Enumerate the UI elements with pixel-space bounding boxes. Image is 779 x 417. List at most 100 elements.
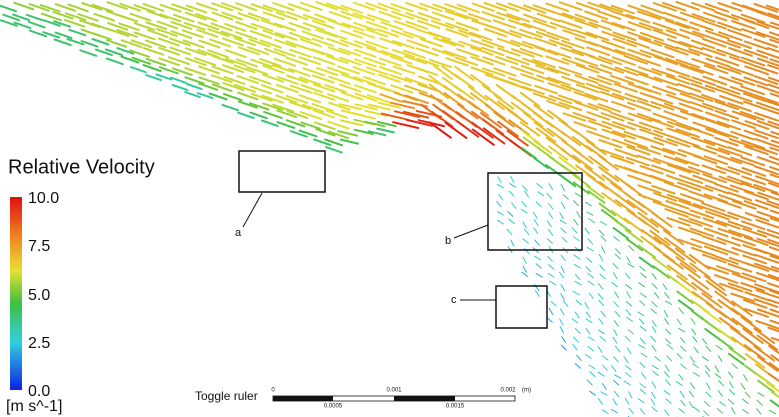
vector xyxy=(561,294,565,300)
leader-a xyxy=(243,193,262,227)
vector xyxy=(655,357,661,361)
vector xyxy=(666,380,671,385)
vector xyxy=(131,67,146,72)
vector xyxy=(715,366,718,372)
vector xyxy=(575,364,580,369)
vector xyxy=(546,165,560,175)
figure: Relative Velocity 10.0 7.5 5.0 2.5 0.0 [… xyxy=(0,0,779,417)
vector xyxy=(549,184,553,190)
vector xyxy=(624,357,628,363)
vector xyxy=(694,407,700,411)
vector xyxy=(561,202,564,208)
vector xyxy=(626,302,631,306)
vector xyxy=(615,254,620,259)
label-b: b xyxy=(445,235,451,247)
vector xyxy=(377,129,394,133)
vector xyxy=(615,375,621,378)
vector xyxy=(728,399,733,404)
vector xyxy=(732,408,735,414)
vector xyxy=(144,65,161,71)
vector xyxy=(715,275,738,283)
vector xyxy=(560,319,563,325)
vector xyxy=(576,300,581,305)
box-a xyxy=(239,151,325,192)
vector xyxy=(484,128,505,143)
vector xyxy=(598,346,602,352)
vector xyxy=(614,357,619,362)
vector xyxy=(729,348,745,360)
vector xyxy=(563,301,568,306)
vector xyxy=(525,191,529,197)
vector xyxy=(588,281,594,285)
vector xyxy=(521,74,543,81)
vector xyxy=(729,382,733,388)
vector xyxy=(651,399,654,405)
vector xyxy=(548,273,554,277)
vector xyxy=(498,220,504,224)
vector xyxy=(585,303,588,309)
vector xyxy=(456,75,474,88)
vector xyxy=(601,392,607,396)
vector xyxy=(666,329,671,334)
velocity-vectors xyxy=(0,2,779,417)
vector xyxy=(354,3,375,10)
vector xyxy=(538,192,544,196)
vector xyxy=(601,236,606,241)
vector xyxy=(574,201,579,206)
vector xyxy=(613,273,617,279)
vector xyxy=(757,400,762,405)
vector xyxy=(325,32,346,39)
vector xyxy=(729,390,734,395)
vector xyxy=(587,248,593,251)
vector xyxy=(80,50,96,56)
vector xyxy=(187,84,202,89)
vector xyxy=(639,246,655,258)
vector xyxy=(560,213,563,219)
vector xyxy=(614,391,619,396)
vector xyxy=(614,321,618,327)
vector xyxy=(667,345,672,350)
vector xyxy=(626,366,631,370)
vector xyxy=(589,365,595,369)
vector xyxy=(681,400,685,405)
legend-tick: 7.5 xyxy=(28,238,50,255)
vector xyxy=(512,203,516,209)
vector xyxy=(602,384,606,390)
vector xyxy=(718,356,722,362)
vector xyxy=(278,122,295,128)
vector xyxy=(755,113,778,121)
vector xyxy=(640,363,645,368)
vector xyxy=(547,318,552,323)
vector xyxy=(667,218,689,226)
page: Relative Velocity 10.0 7.5 5.0 2.5 0.0 [… xyxy=(0,0,779,417)
vector xyxy=(663,284,667,290)
vector xyxy=(689,391,693,397)
vector xyxy=(614,380,619,385)
vector xyxy=(653,371,658,375)
vector xyxy=(706,266,729,274)
vector xyxy=(677,354,682,359)
vector xyxy=(729,372,733,378)
ruler-label: 0.0005 xyxy=(324,404,343,410)
vector xyxy=(616,249,621,254)
ruler-title: Toggle ruler xyxy=(195,389,258,403)
vector xyxy=(626,285,632,289)
vector xyxy=(171,78,186,83)
vector xyxy=(600,274,605,279)
vector xyxy=(93,39,109,45)
vector xyxy=(613,263,618,268)
vector xyxy=(497,3,519,10)
vector xyxy=(549,204,553,210)
vector xyxy=(536,274,542,277)
vector xyxy=(535,291,539,297)
vector xyxy=(78,14,97,21)
vector xyxy=(262,20,282,27)
vector xyxy=(628,175,650,183)
vector xyxy=(173,85,188,90)
vector xyxy=(629,392,632,398)
vector xyxy=(627,317,633,321)
vector xyxy=(574,255,580,259)
vector xyxy=(577,212,580,218)
vector xyxy=(746,354,765,368)
vector xyxy=(693,373,699,377)
